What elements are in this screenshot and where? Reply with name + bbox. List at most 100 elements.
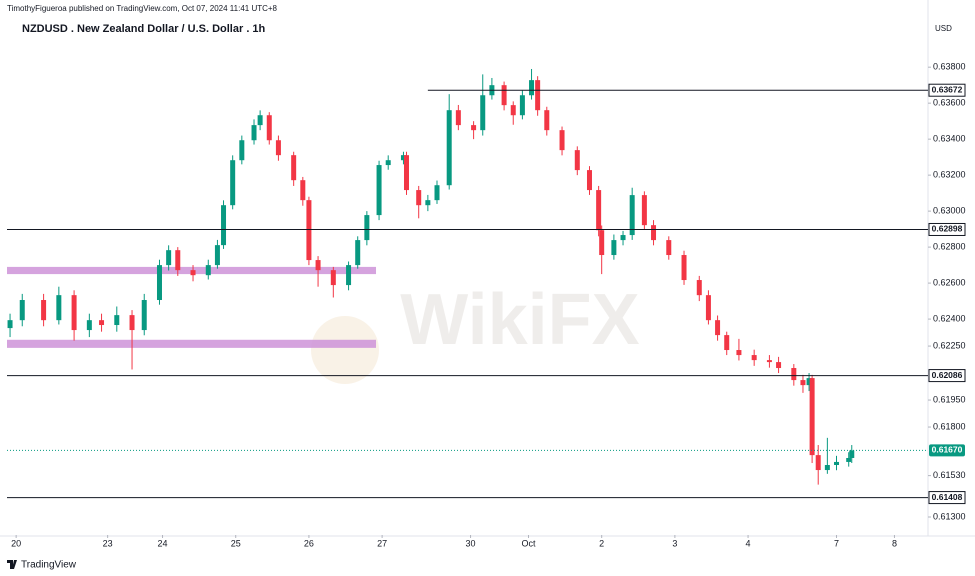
candle-body [166,250,172,266]
candle-body [471,125,477,131]
y-tick-label: 0.63200 [933,170,966,180]
candle-body [596,190,602,231]
candle-body [364,215,370,241]
y-tick-label: 0.62250 [933,340,966,350]
x-tick-label: 24 [158,538,168,548]
x-tick-label: 23 [103,538,113,548]
candle-body [230,160,236,206]
candle-body [275,140,281,156]
candle-body [666,240,672,256]
candle-body [849,450,855,458]
candle-body [266,115,272,141]
candle-body [480,95,486,131]
y-tick-label: 0.63600 [933,98,966,108]
candle-body [510,105,516,116]
x-tick-label: 2 [599,538,604,548]
candle-body [544,110,550,131]
candle-body [519,95,525,116]
candle-body [7,320,13,329]
candle-body [574,150,580,171]
candle-body [715,320,721,336]
level-label-box [928,222,966,236]
x-tick-label: 3 [672,538,677,548]
y-tick-label: 0.62800 [933,241,966,251]
candle-body [346,265,352,286]
candle-body [559,130,565,151]
y-tick-label: 0.63800 [933,62,966,72]
candle-body [806,378,812,386]
candle-body [291,155,297,181]
candle-body [705,295,711,321]
x-tick-label: Oct [521,538,536,548]
y-tick-label: 0.62400 [933,313,966,323]
y-tick-label: 0.63000 [933,205,966,215]
tradingview-logo [7,560,17,569]
candle-body [824,465,830,471]
candle-body [385,160,391,166]
candle-body [834,461,840,466]
x-tick-label: 30 [466,538,476,548]
y-tick-label: 0.61800 [933,421,966,431]
watermark-layer: WikiFX [311,280,640,384]
candle-body [724,335,730,351]
x-tick-label: 20 [11,538,21,548]
candle-body [446,110,452,186]
candle-body [99,320,105,326]
candle-body [586,170,592,191]
candle-body [306,200,312,261]
candle-body [696,280,702,296]
candle-body [651,225,657,241]
candle-body [791,368,797,381]
watermark: WikiFX [400,280,639,360]
candle-body [175,250,181,271]
candle-body [221,205,227,246]
candle-body [141,300,147,331]
candle-body [846,457,852,462]
candle-body [404,155,410,191]
candle-body [400,155,406,161]
y-tick-label: 0.63400 [933,134,966,144]
y-tick-label: 0.62600 [933,277,966,287]
footer-brand: TradingView [21,560,77,571]
candle-body [355,240,361,266]
candle-body [641,195,647,226]
candle-body [214,245,220,266]
publisher-info: TimothyFigueroa published on TradingView… [7,4,278,13]
candle-body [416,190,422,206]
candle-body [315,260,321,271]
zone [7,339,377,348]
candle-body [425,200,431,206]
candle-body [156,265,162,301]
candle-body [239,140,245,161]
x-tick-label: 27 [377,538,387,548]
candle-body [205,265,211,276]
candle-body [257,115,263,126]
candle-body [114,315,120,326]
candle-body [815,455,821,471]
x-tick-label: 4 [746,538,751,548]
candle-body [19,300,25,321]
candle-body [776,362,782,369]
candle-body [629,195,635,236]
candle-body [455,110,461,126]
candle-body [809,378,815,456]
candle-body [611,240,617,256]
candle-body [766,360,772,363]
last-price-label: 0.61670 [932,445,963,455]
candle-body [529,80,535,96]
candle-body [300,180,306,201]
y-tick-label: 0.61950 [933,394,966,404]
candle-body [41,300,47,321]
candle-body [681,255,687,281]
candle-body [376,165,382,216]
x-tick-label: 7 [834,538,839,548]
currency: USD [935,24,952,33]
level-label: 0.63672 [932,84,963,94]
candle-body [535,80,541,111]
level-label: 0.62086 [932,370,963,380]
level-label-box [928,369,966,383]
candle-body [86,320,92,331]
